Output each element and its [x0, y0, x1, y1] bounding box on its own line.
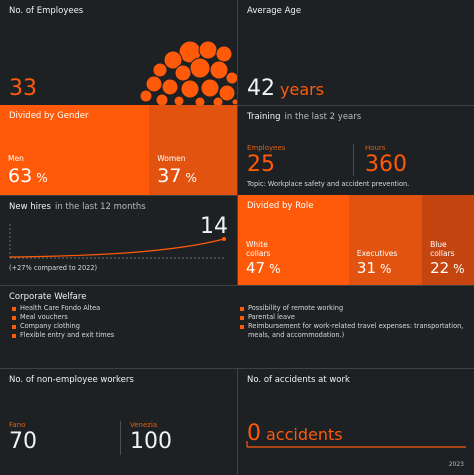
site-value: 70 [9, 429, 37, 454]
age-number: 42 [247, 76, 275, 101]
segment-number: 31 [356, 259, 376, 277]
welfare-item: Health Care Fondo Altea [12, 304, 222, 313]
panel-title: Average Age [247, 6, 302, 16]
welfare-panel: Corporate Welfare Health Care Fondo Alte… [0, 285, 474, 368]
panel-title: Training in the last 2 years [247, 112, 361, 122]
panel-title: Divided by Role [247, 201, 314, 211]
metric-value: 25 [247, 152, 275, 177]
age-panel: Average Age 42 years [237, 0, 474, 105]
welfare-item: Company clothing [12, 322, 222, 331]
separator [120, 421, 121, 455]
welfare-list: Health Care Fondo Altea Meal vouchers Co… [12, 304, 222, 340]
welfare-item: Reimbursement for work-related travel ex… [240, 322, 465, 340]
panel-title: Divided by Gender [9, 111, 89, 121]
segment-number: 22 [430, 259, 450, 277]
hires-note: (+27% compared to 2022) [9, 264, 98, 272]
new-hires-panel: New hires in the last 12 months 14 (+27% … [0, 195, 237, 285]
role-segment: Executives 31% [348, 195, 423, 285]
role-panel: Divided by Role White collars 47% Execut… [237, 195, 474, 285]
accidents-unit: accidents [266, 425, 343, 444]
gender-segment: Divided by Gender Men 63% [0, 105, 150, 195]
title-sub: in the last 2 years [284, 112, 362, 122]
segment-label: Blue collars [430, 240, 455, 258]
trend-dot [222, 237, 226, 241]
segment-value: 47% [246, 261, 281, 276]
trend-curve [9, 238, 225, 258]
segment-value: 63% [8, 167, 48, 186]
panel-title: No. of non-employee workers [9, 375, 134, 385]
employees-count: 33 [9, 76, 37, 101]
accidents-value: 0 accidents [247, 423, 343, 445]
segment-unit: % [185, 171, 197, 185]
age-value: 42 years [247, 78, 324, 100]
panel-title: New hires in the last 12 months [9, 202, 146, 212]
age-unit: years [280, 80, 325, 99]
segment-value: 22% [430, 261, 465, 276]
segment-unit: % [269, 262, 281, 276]
segment-number: 37 [157, 165, 182, 187]
segment-value: 31% [357, 261, 392, 276]
welfare-item: Flexible entry and exit times [12, 331, 222, 340]
segment-unit: % [453, 262, 465, 276]
role-segment: Divided by Role White collars 47% [238, 195, 349, 285]
bubble-cluster [140, 40, 237, 105]
role-segment: Blue collars 22% [422, 195, 474, 285]
training-panel: Training in the last 2 years Employees 25… [237, 105, 474, 195]
segment-value: 37% [157, 167, 197, 186]
accidents-panel: No. of accidents at work 0 accidents 2023 [237, 368, 474, 474]
timeline [246, 441, 466, 448]
panel-title: Corporate Welfare [9, 292, 87, 302]
gender-segment: Women 37% [149, 105, 237, 195]
segment-label: Women [157, 154, 186, 163]
title-text: New hires [9, 202, 51, 212]
welfare-list: Possibility of remote working Parental l… [240, 304, 465, 340]
site-label: Venezia [130, 421, 158, 429]
segment-unit: % [380, 262, 392, 276]
segment-label: Executives [356, 249, 398, 258]
separator [353, 144, 354, 176]
segment-unit: % [36, 171, 48, 185]
welfare-item: Meal vouchers [12, 313, 222, 322]
segment-label: Men [8, 154, 24, 163]
title-text: Training [247, 112, 281, 122]
non-employee-panel: No. of non-employee workers Fano 70 Vene… [0, 368, 237, 474]
topic-text: Topic: Workplace safety and accident pre… [247, 180, 410, 188]
trend-line [9, 224, 226, 259]
accidents-number: 0 [247, 421, 261, 446]
gender-panel: Divided by Gender Men 63% Women 37% [0, 105, 237, 195]
metric-label: Employees [247, 144, 286, 152]
site-value: 100 [130, 429, 172, 454]
welfare-item: Parental leave [240, 313, 465, 322]
title-sub: in the last 12 months [54, 202, 146, 212]
welfare-item: Possibility of remote working [240, 304, 465, 313]
metric-label: Hours [365, 144, 386, 152]
segment-label: White collars [246, 240, 271, 258]
metric-value: 360 [365, 152, 407, 177]
segment-number: 47 [246, 259, 266, 277]
employees-panel: No. of Employees 33 [0, 0, 237, 105]
year-label: 2023 [448, 461, 464, 468]
panel-title: No. of accidents at work [247, 375, 350, 385]
panel-title: No. of Employees [9, 6, 84, 16]
segment-number: 63 [8, 165, 33, 187]
site-label: Fano [9, 421, 26, 429]
hires-value: 14 [200, 214, 228, 239]
